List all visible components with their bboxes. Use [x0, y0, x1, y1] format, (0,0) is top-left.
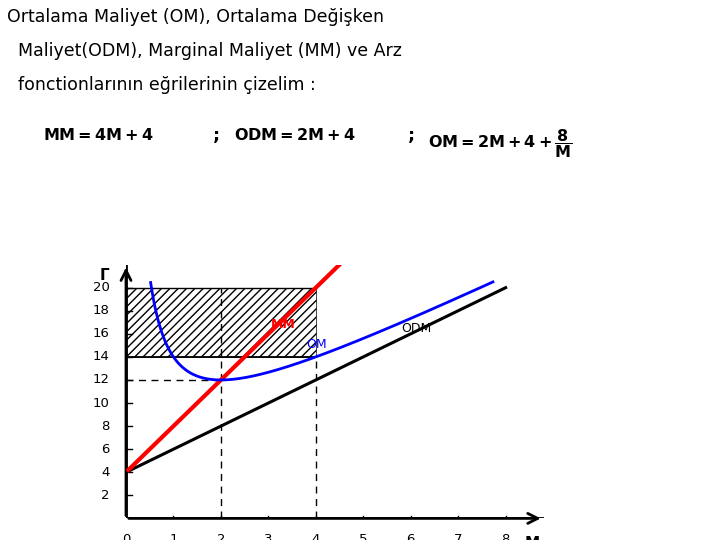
- Text: $\mathbf{;}$: $\mathbf{;}$: [212, 127, 220, 145]
- Text: $\mathbf{MM = 4M + 4}$: $\mathbf{MM = 4M + 4}$: [43, 127, 154, 143]
- Text: 1: 1: [169, 534, 178, 540]
- Text: M: M: [524, 536, 539, 540]
- Text: 7: 7: [454, 534, 462, 540]
- Text: 14: 14: [92, 350, 109, 363]
- Text: 2: 2: [101, 489, 109, 502]
- Text: 4: 4: [101, 466, 109, 479]
- Text: ODM: ODM: [401, 321, 431, 334]
- Text: 18: 18: [92, 304, 109, 317]
- Text: 10: 10: [92, 396, 109, 409]
- Text: 3: 3: [264, 534, 273, 540]
- Text: 2: 2: [217, 534, 225, 540]
- Text: 6: 6: [101, 443, 109, 456]
- Text: $\mathbf{OM = 2M + 4 + \dfrac{8}{M}}$: $\mathbf{OM = 2M + 4 + \dfrac{8}{M}}$: [428, 127, 573, 160]
- Text: Ortalama Maliyet (OM), Ortalama Değişken: Ortalama Maliyet (OM), Ortalama Değişken: [7, 8, 384, 26]
- Text: $\mathbf{ODM = 2M + 4}$: $\mathbf{ODM = 2M + 4}$: [234, 127, 356, 143]
- Text: 8: 8: [501, 534, 510, 540]
- Text: 16: 16: [92, 327, 109, 340]
- Text: 8: 8: [101, 420, 109, 433]
- Text: fonctionlarının eğrilerinin çizelim :: fonctionlarının eğrilerinin çizelim :: [7, 76, 316, 93]
- Text: 5: 5: [359, 534, 367, 540]
- Text: MM: MM: [271, 318, 295, 331]
- Text: OM: OM: [306, 338, 327, 350]
- Text: $\mathbf{;}$: $\mathbf{;}$: [407, 127, 414, 145]
- Text: 4: 4: [312, 534, 320, 540]
- Text: 0: 0: [122, 534, 130, 540]
- Text: 6: 6: [407, 534, 415, 540]
- Text: Maliyet(ODM), Marginal Maliyet (MM) ve Arz: Maliyet(ODM), Marginal Maliyet (MM) ve A…: [7, 42, 402, 60]
- Text: 20: 20: [92, 281, 109, 294]
- Text: Γ: Γ: [100, 268, 109, 283]
- Text: 12: 12: [92, 374, 109, 387]
